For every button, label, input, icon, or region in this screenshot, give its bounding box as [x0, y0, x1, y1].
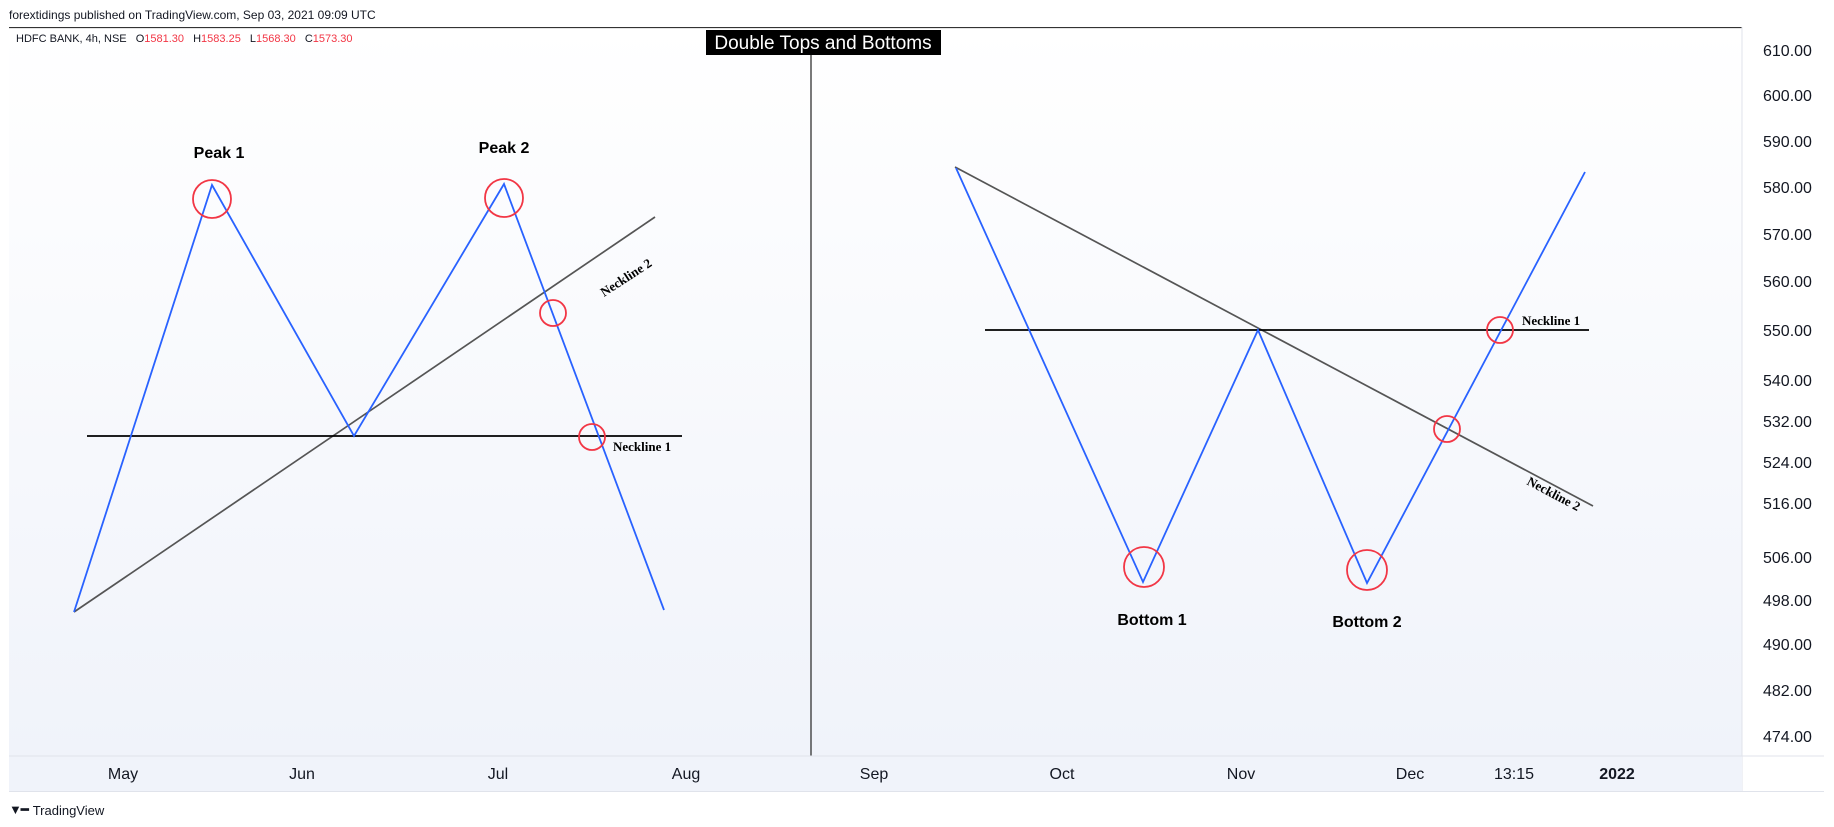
time-tick-label: 13:15 [1494, 766, 1534, 783]
high-label: H [193, 33, 201, 45]
peak-2-label: Peak 2 [479, 140, 530, 157]
time-tick-label: May [108, 766, 138, 783]
time-tick-label: Aug [672, 766, 700, 783]
peak-1-marker [192, 179, 232, 219]
price-tick-label: 474.00 [1763, 729, 1812, 746]
low-label: L [250, 33, 256, 45]
bottom-2-label: Bottom 2 [1332, 614, 1401, 631]
time-tick-label: 2022 [1599, 766, 1635, 783]
time-tick-label: Sep [860, 766, 889, 783]
tradingview-logo-icon: ▼━ [9, 802, 29, 817]
neckline-2-left[interactable] [73, 216, 656, 613]
price-tick-label: 532.00 [1763, 414, 1812, 431]
time-axis[interactable] [9, 756, 1742, 792]
tradingview-brand[interactable]: ▼━ TradingView [9, 800, 104, 820]
time-tick-label: Nov [1227, 766, 1255, 783]
peak-1-label: Peak 1 [194, 145, 245, 162]
price-tick-label: 524.00 [1763, 455, 1812, 472]
double-bottom-price-path[interactable] [955, 167, 1586, 586]
neckline-1-break-marker-right [1486, 316, 1514, 344]
price-tick-label: 540.00 [1763, 373, 1812, 390]
low-value: 1568.30 [256, 33, 296, 45]
price-tick-label: 600.00 [1763, 88, 1812, 105]
neckline-1-label-left: Neckline 1 [613, 439, 671, 454]
neckline-1-label-right: Neckline 1 [1522, 313, 1580, 328]
published-info: forextidings published on TradingView.co… [9, 8, 376, 22]
price-tick-label: 580.00 [1763, 180, 1812, 197]
plot-area[interactable] [9, 27, 1742, 756]
time-tick-labels: May Jun Jul Aug Sep Oct Nov Dec 13:15 20… [108, 766, 1635, 783]
time-tick-label: Jul [488, 766, 508, 783]
bottom-2-marker [1346, 549, 1388, 591]
price-tick-label: 550.00 [1763, 323, 1812, 340]
bottom-1-marker [1123, 546, 1165, 588]
time-tick-label: Oct [1050, 766, 1075, 783]
title-box [706, 30, 941, 55]
price-tick-labels: 610.00 600.00 590.00 580.00 570.00 560.0… [1763, 43, 1812, 746]
price-tick-label: 482.00 [1763, 683, 1812, 700]
price-tick-label: 570.00 [1763, 227, 1812, 244]
chart-frame: 610.00 600.00 590.00 580.00 570.00 560.0… [9, 27, 1824, 792]
close-label: C [305, 33, 313, 45]
open-value: 1581.30 [144, 33, 184, 45]
price-tick-label: 506.00 [1763, 550, 1812, 567]
peak-2-marker [484, 178, 524, 218]
neckline-2-break-marker-right [1433, 415, 1461, 443]
symbol-label: HDFC BANK, 4h, NSE [16, 33, 127, 45]
price-tick-label: 516.00 [1763, 496, 1812, 513]
high-value: 1583.25 [201, 33, 241, 45]
brand-name: TradingView [32, 802, 105, 818]
neckline-2-right[interactable] [954, 166, 1594, 507]
chart-title: Double Tops and Bottoms [714, 33, 931, 54]
close-value: 1573.30 [313, 33, 353, 45]
price-tick-label: 498.00 [1763, 593, 1812, 610]
price-tick-label: 560.00 [1763, 274, 1812, 291]
price-tick-label: 610.00 [1763, 43, 1812, 60]
neckline-1-break-marker [578, 423, 606, 451]
open-label: O [136, 33, 145, 45]
neckline-2-break-marker [539, 299, 567, 327]
time-tick-label: Jun [289, 766, 315, 783]
price-tick-label: 490.00 [1763, 637, 1812, 654]
bottom-1-label: Bottom 1 [1117, 612, 1186, 629]
price-tick-label: 590.00 [1763, 134, 1812, 151]
time-tick-label: Dec [1396, 766, 1424, 783]
ohlc-legend: HDFC BANK, 4h, NSE O1581.30 H1583.25 L15… [16, 33, 353, 45]
price-axis[interactable] [1742, 27, 1824, 756]
